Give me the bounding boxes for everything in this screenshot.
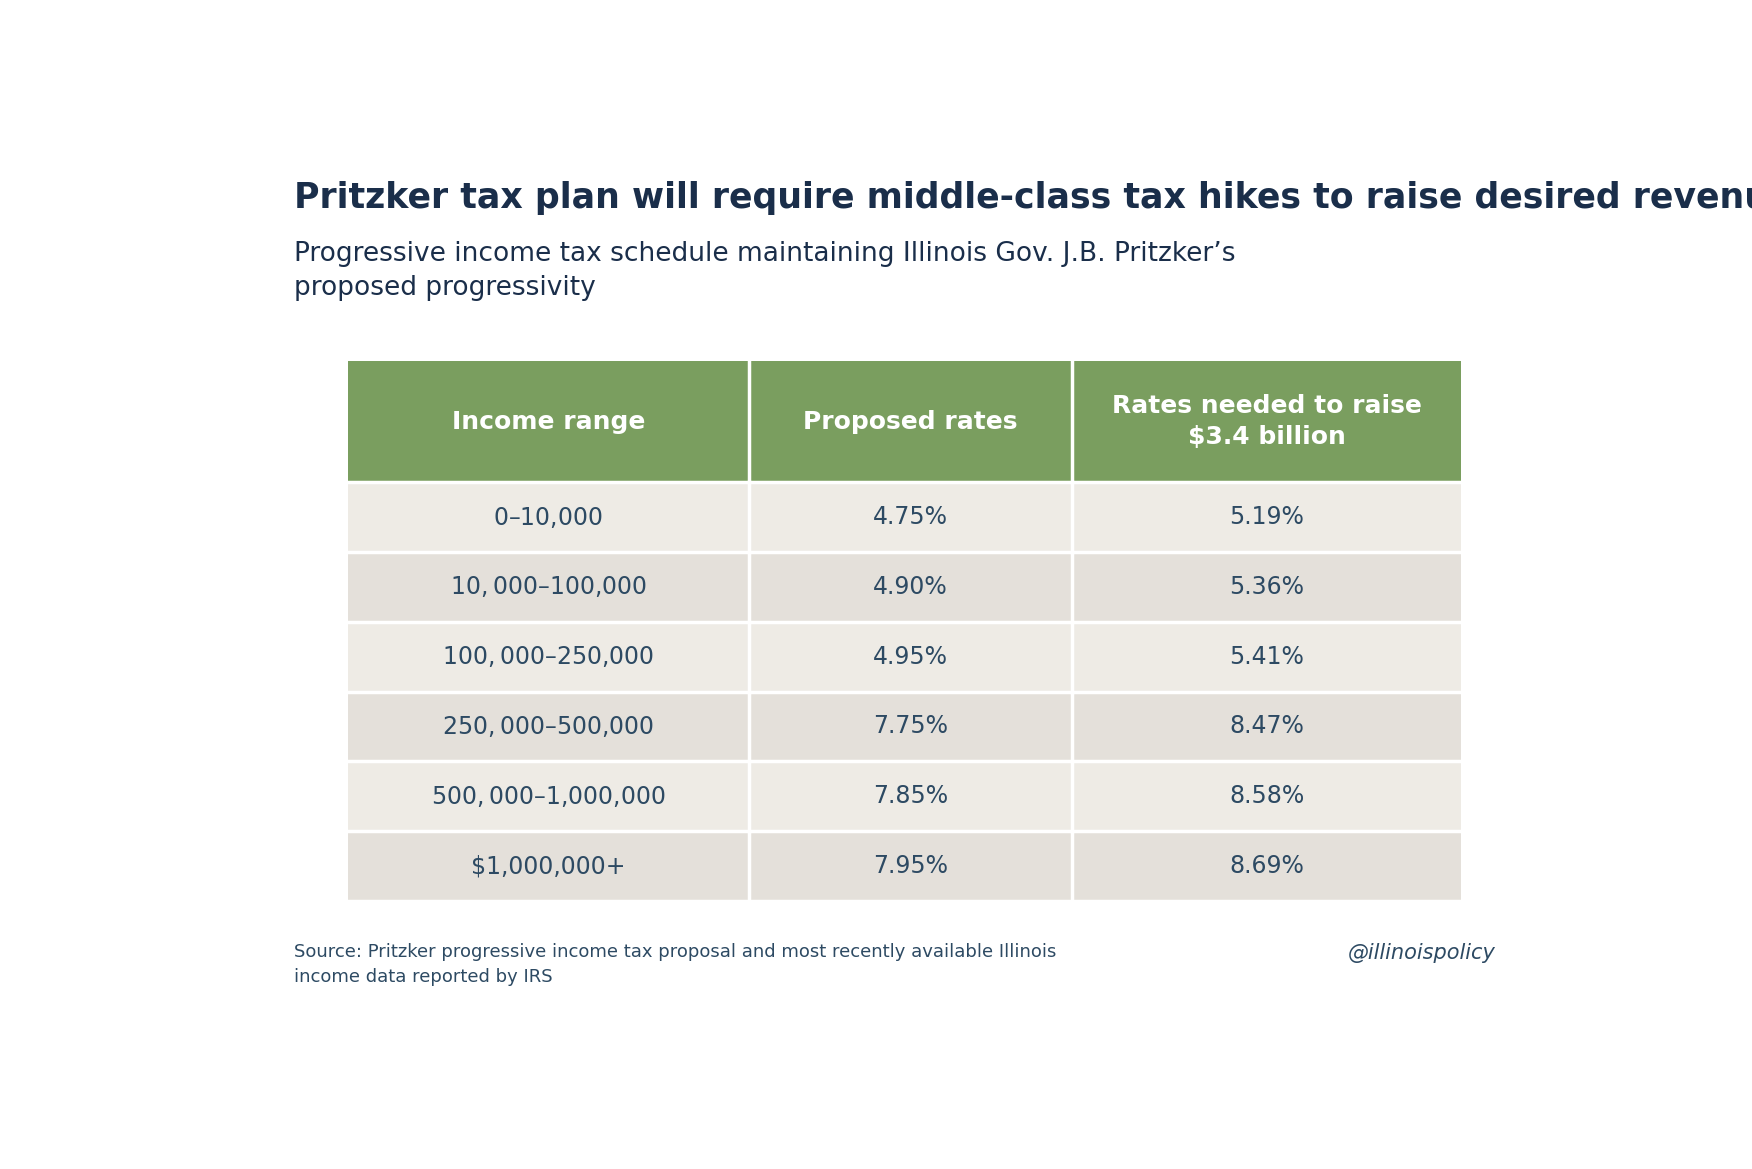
Text: 4.90%: 4.90% (872, 575, 948, 599)
Bar (349, 692, 748, 761)
Bar (748, 552, 1072, 622)
Text: 7.85%: 7.85% (872, 784, 948, 808)
Text: Proposed rates: Proposed rates (802, 409, 1018, 434)
Text: Income range: Income range (452, 409, 645, 434)
Text: 7.75%: 7.75% (872, 714, 948, 739)
Text: $1,000,000+: $1,000,000+ (471, 855, 625, 878)
Text: $100,000–$250,000: $100,000–$250,000 (442, 644, 655, 669)
Bar (1072, 831, 1461, 901)
Text: @illinoispolicy: @illinoispolicy (1347, 943, 1494, 963)
Text: Progressive income tax schedule maintaining Illinois Gov. J.B. Pritzker’s
propos: Progressive income tax schedule maintain… (294, 241, 1235, 302)
Bar (1072, 552, 1461, 622)
Bar (349, 761, 748, 831)
Text: 7.95%: 7.95% (872, 855, 948, 878)
Text: Rates needed to raise
$3.4 billion: Rates needed to raise $3.4 billion (1111, 394, 1421, 449)
Text: $10,000–$100,000: $10,000–$100,000 (450, 574, 646, 600)
Bar (748, 831, 1072, 901)
Text: 8.47%: 8.47% (1230, 714, 1303, 739)
Bar (1072, 692, 1461, 761)
Bar (349, 622, 748, 692)
Text: 4.75%: 4.75% (872, 505, 948, 530)
Bar (1072, 483, 1461, 552)
Text: 5.36%: 5.36% (1230, 575, 1303, 599)
Text: 5.19%: 5.19% (1230, 505, 1303, 530)
Text: Source: Pritzker progressive income tax proposal and most recently available Ill: Source: Pritzker progressive income tax … (294, 943, 1056, 987)
Text: 4.95%: 4.95% (872, 645, 948, 669)
Bar (1072, 622, 1461, 692)
Text: $0–$10,000: $0–$10,000 (494, 505, 603, 530)
Text: 8.69%: 8.69% (1230, 855, 1303, 878)
Bar (748, 761, 1072, 831)
Bar (748, 692, 1072, 761)
Text: $500,000–$1,000,000: $500,000–$1,000,000 (431, 783, 666, 809)
Text: 5.41%: 5.41% (1230, 645, 1303, 669)
Bar (1072, 761, 1461, 831)
Text: 8.58%: 8.58% (1228, 784, 1303, 808)
Text: Pritzker tax plan will require middle-class tax hikes to raise desired revenue: Pritzker tax plan will require middle-cl… (294, 181, 1752, 215)
Bar (349, 552, 748, 622)
Text: $250,000–$500,000: $250,000–$500,000 (442, 714, 655, 739)
Bar (748, 622, 1072, 692)
Bar (748, 483, 1072, 552)
Bar (349, 483, 748, 552)
Bar (349, 831, 748, 901)
